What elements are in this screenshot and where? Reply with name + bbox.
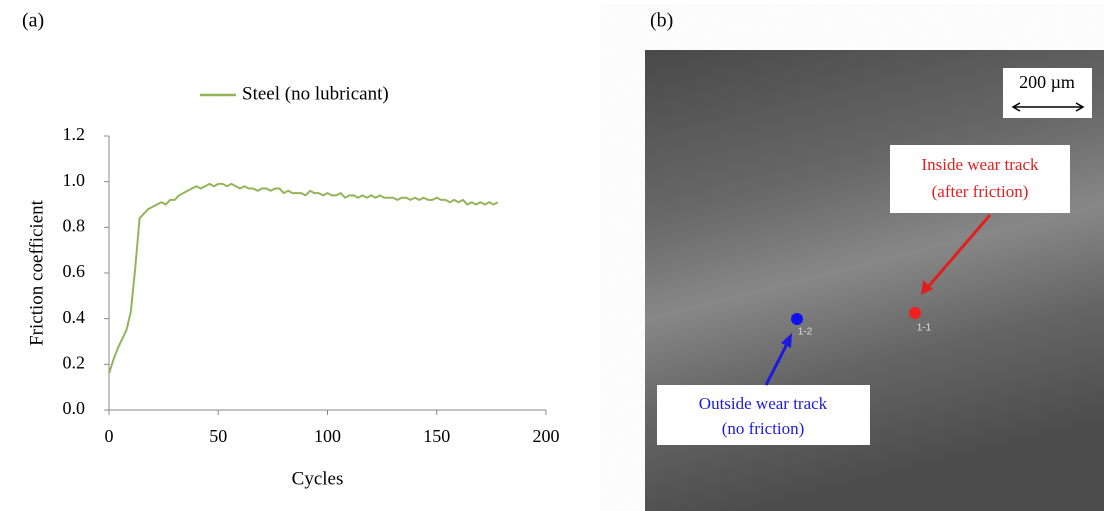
annotation: Outside wear track [699,394,828,413]
point-label: 1-2 [798,327,813,338]
point [791,313,803,325]
y-tick-label: 0.4 [63,307,86,327]
y-tick-label: 0.0 [63,398,86,418]
x-axis-label: Cycles [292,468,344,489]
point [909,307,921,319]
y-tick-label: 0.2 [63,352,86,372]
micrograph: 200 µm Inside wear track (after friction… [645,50,1104,511]
annotation: (after friction) [932,182,1029,201]
x-tick-label: 150 [423,426,450,446]
annotation: Inside wear track [921,155,1039,174]
arrow [926,214,992,288]
y-tick-label: 1.2 [63,124,86,144]
annotation: (no friction) [722,419,805,438]
x-tick-label: 50 [209,426,227,446]
scale-bar [1011,102,1085,112]
annotation-box [657,385,870,445]
arrow-head [921,280,933,295]
y-tick-label: 1.0 [63,170,86,190]
legend-label: Steel (no lubricant) [242,83,389,104]
annotation-box [890,145,1070,213]
x-tick-label: 200 [533,426,560,446]
y-tick-label: 0.8 [63,215,86,235]
arrow-head [781,333,792,348]
x-tick-label: 100 [314,426,341,446]
chart: 0.0 0.2 0.4 0.6 0.8 1.0 1.2 0 50 100 150 200 Cycles F… [26,83,559,489]
panel-label: (a) [22,10,44,32]
y-tick-label: 0.6 [63,261,86,281]
point-label: 1-1 [917,323,932,334]
arrow [764,341,790,386]
panel-label: (b) [650,10,673,32]
scale-bar-label: 200 µm [1019,72,1075,92]
y-axis-label: Friction coefficient [26,199,47,346]
series-line [108,182,499,374]
x-tick-label: 0 [105,426,114,446]
